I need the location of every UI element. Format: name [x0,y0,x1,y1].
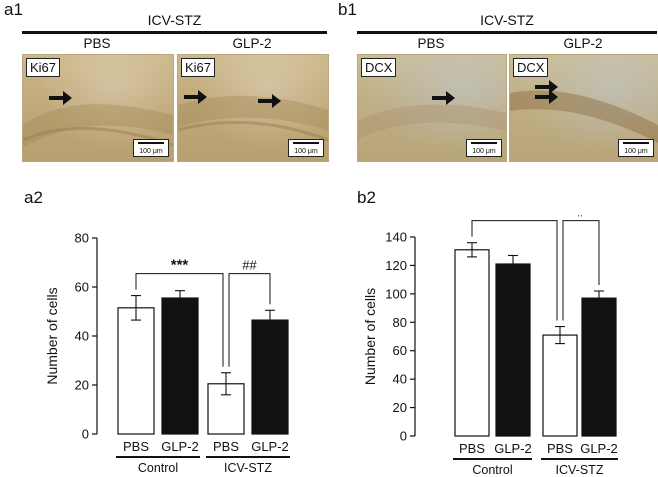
x-tick-label: GLP-2 [161,439,199,454]
arrow-icon [49,91,72,105]
arrow-icon [535,90,558,104]
x-tick-label: GLP-2 [494,441,532,456]
a1-micrograph-pbs: Ki67 100 μm [22,54,174,162]
y-tick-label: 20 [75,378,89,393]
x-tick-label: PBS [459,441,485,456]
y-tick-label: 80 [75,231,89,246]
tissue-texture [358,91,506,139]
significance-label: ## [242,258,257,273]
b1-micrograph-pbs: DCX 100 μm [357,54,507,162]
panel-label-a2: a2 [24,188,43,207]
scale-bar: 100 μm [133,139,169,157]
panel-label-b2: b2 [357,188,376,207]
y-tick-label: 60 [75,280,89,295]
bar [495,263,531,437]
y-tick-label: 140 [385,230,407,245]
b1-group-rule [357,31,657,34]
chart-b2: 0 20 40 60 80 100 120 140 Number of cells PBS GLP-… [362,215,618,477]
arrow-icon [432,91,455,105]
tissue-texture [510,80,658,143]
a1-stain-label-left: Ki67 [26,58,61,77]
x-tick-label: GLP-2 [251,439,289,454]
panel-label-a1: a1 [4,0,23,19]
y-tick-label: 120 [385,258,407,273]
significance-label: *** [506,215,524,221]
a1-group-title: ICV-STZ [147,12,202,28]
bar [251,319,289,435]
group-label: Control [138,461,178,475]
b1-stain-label-left: DCX [361,58,397,77]
significance-bracket [228,273,271,367]
y-tick-label: 0 [400,429,407,444]
arrow-icon [535,80,558,94]
bar [117,307,155,435]
significance-bracket [471,220,558,321]
y-axis-label: Number of cells [44,287,60,384]
a1-right-condition: GLP-2 [232,36,272,51]
group-label: Control [472,463,512,477]
x-tick-label: PBS [123,439,149,454]
arrow-icon [184,90,207,104]
significance-bracket [562,220,600,321]
bar [454,249,490,437]
y-tick-label: 20 [393,400,407,415]
scale-bar: 100 μm [466,139,502,157]
bar [161,297,199,435]
tissue-texture [23,91,173,147]
a1-micrograph-glp2: Ki67 100 μm [177,54,329,162]
arrow-icon [258,94,281,108]
group-label: ICV-STZ [556,463,604,477]
bar [542,334,578,437]
a1-group-rule [22,31,327,34]
b1-left-condition: PBS [417,36,445,51]
significance-label: # [577,215,585,220]
a1-left-condition: PBS [83,36,111,51]
b1-group-title: ICV-STZ [480,12,534,28]
chart-a2: 0 20 40 60 80 Number of cells PBS GLP-2 PBS GLP-2… [44,231,290,475]
x-tick-label: PBS [213,439,239,454]
b1-stain-label-right: DCX [513,58,549,77]
y-axis-label: Number of cells [362,288,378,385]
y-tick-label: 40 [75,329,89,344]
significance-bracket [135,273,224,367]
bar [581,297,617,437]
y-tick-label: 100 [385,286,407,301]
panel-label-b1: b1 [338,0,357,19]
x-tick-label: PBS [547,441,573,456]
y-tick-label: 60 [393,343,407,358]
tissue-texture [178,90,328,142]
scale-bar: 100 μm [288,139,324,157]
y-tick-label: 40 [393,372,407,387]
scale-bar: 100 μm [618,139,654,157]
b1-right-condition: GLP-2 [563,36,603,51]
y-tick-label: 0 [82,427,89,442]
b1-micrograph-glp2: DCX 100 μm [509,54,658,162]
x-tick-label: GLP-2 [580,441,618,456]
significance-label: *** [171,257,189,274]
bar [207,383,245,435]
y-tick-label: 80 [393,315,407,330]
a1-stain-label-right: Ki67 [181,58,216,77]
group-label: ICV-STZ [224,461,272,475]
